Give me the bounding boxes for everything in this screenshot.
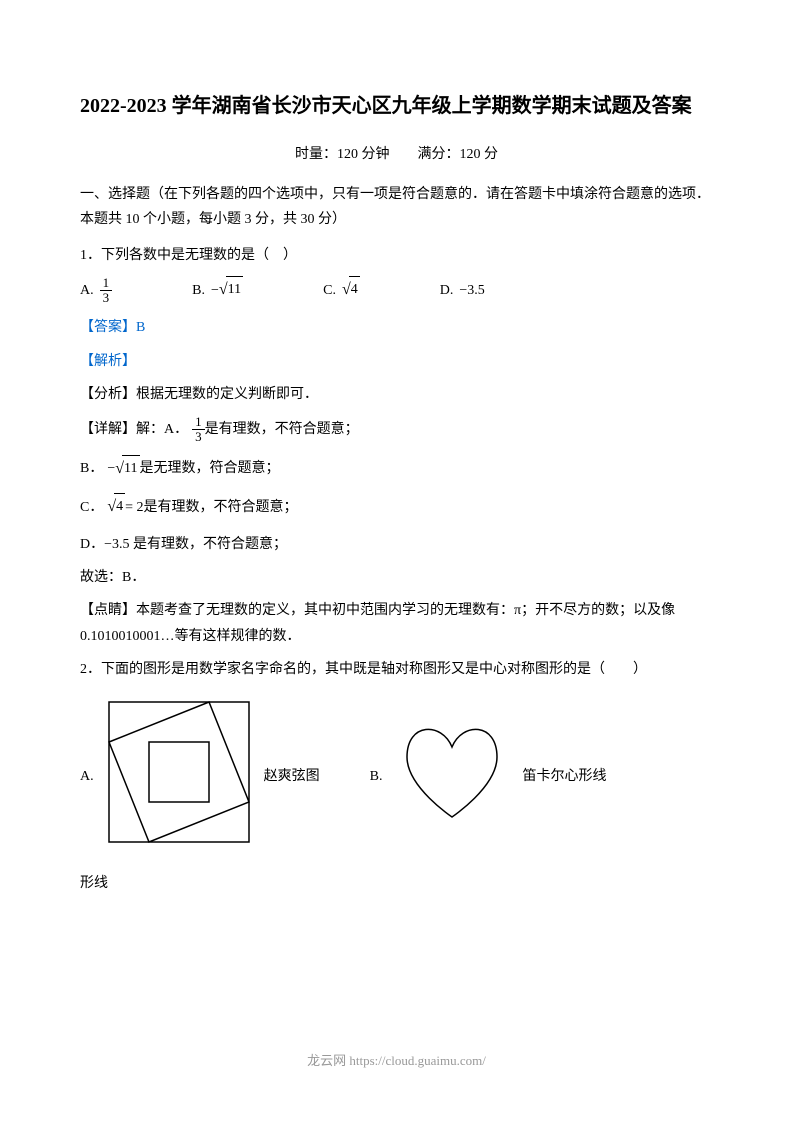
fraction-num: 1 xyxy=(192,415,205,430)
option-label: A. xyxy=(80,764,94,789)
sqrt-icon: √ 4 xyxy=(342,276,360,305)
option-desc: 赵爽弦图 xyxy=(264,764,320,789)
neg-sign: − xyxy=(211,278,219,303)
q2-option-a: A. 赵爽弦图 xyxy=(80,697,370,856)
sqrt-icon: √ 11 xyxy=(115,455,139,484)
conclusion: 故选：B． xyxy=(80,565,713,590)
q1-option-b: B. − √ 11 xyxy=(192,276,243,305)
footer-text: 龙云网 https://cloud.guaimu.com/ xyxy=(0,1049,793,1072)
sqrt-val: 4 xyxy=(114,493,125,519)
option-label: B. xyxy=(192,278,205,303)
option-value: −3.5 xyxy=(459,278,484,303)
fraction-icon: 1 3 xyxy=(192,415,205,445)
sqrt-icon: √ 11 xyxy=(219,276,243,305)
sqrt-val: 11 xyxy=(122,455,139,481)
detail-eq: = 2 xyxy=(125,495,143,520)
continuation-text: 形线 xyxy=(80,871,713,896)
sqrt-val: 4 xyxy=(349,276,360,302)
detail-prefix: C． xyxy=(80,495,103,520)
option-label: B. xyxy=(370,764,383,789)
exam-subtitle: 时量：120 分钟 满分：120 分 xyxy=(80,142,713,167)
fraction-den: 3 xyxy=(100,291,113,305)
detail-b: B． − √ 11 是无理数，符合题意； xyxy=(80,455,713,484)
option-label: A. xyxy=(80,278,94,303)
option-desc: 笛卡尔心形线 xyxy=(522,764,606,789)
zhaoshuang-diagram-icon xyxy=(104,697,254,856)
fraction-den: 3 xyxy=(192,430,205,444)
q1-option-d: D. −3.5 xyxy=(440,278,485,303)
q1-options: A. 1 3 B. − √ 11 C. √ 4 D. −3.5 xyxy=(80,276,713,306)
analysis-label: 【解析】 xyxy=(80,349,713,374)
descartes-heart-icon xyxy=(392,717,512,836)
q1-option-a: A. 1 3 xyxy=(80,276,112,306)
detail-prefix: B． xyxy=(80,456,103,481)
fraction-icon: 1 3 xyxy=(100,276,113,306)
q2-text: 2．下面的图形是用数学家名字命名的，其中既是轴对称图形又是中心对称图形的是（ ） xyxy=(80,657,713,682)
neg-sign: − xyxy=(107,456,115,481)
detail-suffix: 是有理数，不符合题意； xyxy=(205,417,359,442)
answer-label: 【答案】B xyxy=(80,315,713,340)
detail-suffix: 是无理数，符合题意； xyxy=(140,456,280,481)
detail-a: 【详解】解：A． 1 3 是有理数，不符合题意； xyxy=(80,415,713,445)
q2-options: A. 赵爽弦图 B. 笛卡尔心形线 xyxy=(80,697,713,856)
detail-d: D．−3.5 是有理数，不符合题意； xyxy=(80,532,713,557)
sqrt-val: 11 xyxy=(226,276,243,302)
option-label: D. xyxy=(440,278,454,303)
q1-text: 1．下列各数中是无理数的是（ ） xyxy=(80,243,713,268)
point-text: 【点睛】本题考查了无理数的定义，其中初中范围内学习的无理数有：π；开不尽方的数；… xyxy=(80,598,713,648)
detail-suffix: 是有理数，不符合题意； xyxy=(144,495,298,520)
analysis-text: 【分析】根据无理数的定义判断即可． xyxy=(80,382,713,407)
detail-prefix: 【详解】解：A． xyxy=(80,417,188,442)
sqrt-icon: √ 4 xyxy=(107,493,125,522)
option-label: C. xyxy=(323,278,336,303)
q2-option-b: B. 笛卡尔心形线 xyxy=(370,717,607,836)
page-title: 2022-2023 学年湖南省长沙市天心区九年级上学期数学期末试题及答案 xyxy=(80,90,713,122)
section-intro: 一、选择题（在下列各题的四个选项中，只有一项是符合题意的．请在答题卡中填涂符合题… xyxy=(80,182,713,232)
detail-c: C． √ 4 = 2 是有理数，不符合题意； xyxy=(80,493,713,522)
fraction-num: 1 xyxy=(100,276,113,291)
q1-option-c: C. √ 4 xyxy=(323,276,360,305)
